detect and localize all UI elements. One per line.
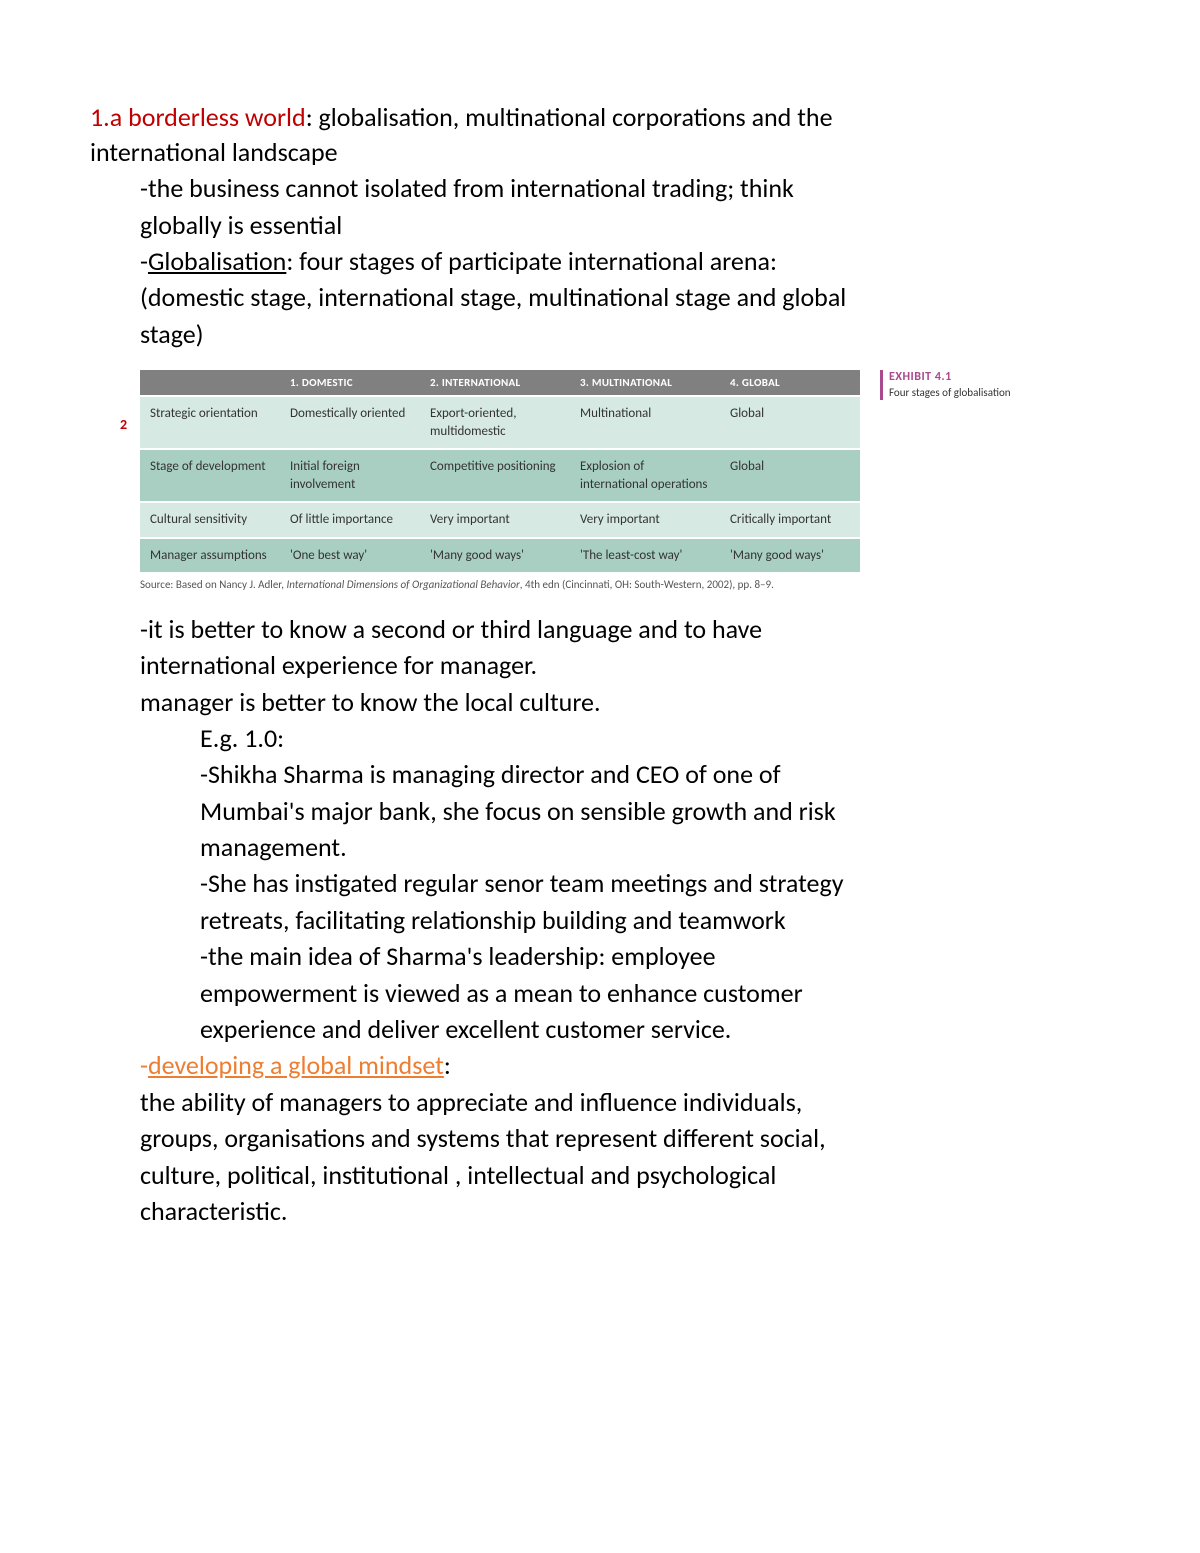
table-cell: Global bbox=[720, 396, 860, 449]
table-cell: Very important bbox=[570, 502, 720, 538]
table-cell: Manager assumptions bbox=[140, 538, 280, 573]
source-suffix: , 4th edn (Cincinnati, OH: South-Western… bbox=[520, 578, 774, 591]
intro-line-1: -the business cannot isolated from inter… bbox=[90, 170, 1110, 206]
table-cell: Global bbox=[720, 449, 860, 502]
table-cell: 'Many good ways' bbox=[720, 538, 860, 573]
mindset-dash: - bbox=[140, 1049, 148, 1081]
table-source: Source: Based on Nancy J. Adler, Interna… bbox=[140, 578, 860, 592]
example-line-7: empowerment is viewed as a mean to enhan… bbox=[90, 975, 1110, 1011]
table-cell: Very important bbox=[420, 502, 570, 538]
example-line-6: -the main idea of Sharma's leadership: e… bbox=[90, 938, 1110, 974]
th-international: 2. INTERNATIONAL bbox=[420, 370, 570, 396]
example-line-4: -She has instigated regular senor team m… bbox=[90, 865, 1110, 901]
table-row: Manager assumptions'One best way''Many g… bbox=[140, 538, 860, 573]
red-marker: 2 bbox=[120, 416, 127, 433]
mindset-label: developing a global mindset bbox=[148, 1049, 444, 1081]
table-cell: Stage of development bbox=[140, 449, 280, 502]
table-row: Strategic orientationDomestically orient… bbox=[140, 396, 860, 449]
table-cell: Multinational bbox=[570, 396, 720, 449]
table-exhibit-wrap: 2 1. DOMESTIC 2. INTERNATIONAL 3. MULTIN… bbox=[140, 370, 1110, 572]
example-line-5: retreats, facilitating relationship buil… bbox=[90, 902, 1110, 938]
example-line-1: -Shikha Sharma is managing director and … bbox=[90, 756, 1110, 792]
mindset-line-2: groups, organisations and systems that r… bbox=[90, 1120, 1110, 1156]
table-cell: Explosion of international operations bbox=[570, 449, 720, 502]
globalisation-label: Globalisation bbox=[148, 245, 286, 277]
table-cell: 'Many good ways' bbox=[420, 538, 570, 573]
mindset-line-3: culture, political, institutional , inte… bbox=[90, 1157, 1110, 1193]
mindset-line-4: characteristic. bbox=[90, 1193, 1110, 1229]
heading-rest-1: : globalisation, multinational corporati… bbox=[306, 101, 833, 133]
exhibit-sub: Four stages of globalisation bbox=[889, 386, 1011, 400]
intro-line-3: -Globalisation: four stages of participa… bbox=[90, 243, 1110, 279]
body-p1a: -it is better to know a second or third … bbox=[90, 611, 1110, 647]
heading-line-1: 1.a borderless world: globalisation, mul… bbox=[90, 100, 1110, 135]
body-p1c: manager is better to know the local cult… bbox=[90, 684, 1110, 720]
mindset-colon: : bbox=[444, 1049, 451, 1081]
example-label: E.g. 1.0: bbox=[90, 720, 1110, 756]
table-header-row: 1. DOMESTIC 2. INTERNATIONAL 3. MULTINAT… bbox=[140, 370, 860, 396]
body-p1b: international experience for manager. bbox=[90, 647, 1110, 683]
exhibit-box: EXHIBIT 4.1 Four stages of globalisation bbox=[880, 370, 1011, 400]
intro-line-4: (domestic stage, international stage, mu… bbox=[90, 279, 1110, 315]
intro-line-5: stage) bbox=[90, 316, 1110, 352]
heading-red: 1.a borderless world bbox=[90, 101, 306, 133]
heading-line-2: international landscape bbox=[90, 135, 1110, 170]
table-cell: Strategic orientation bbox=[140, 396, 280, 449]
example-line-3: management. bbox=[90, 829, 1110, 865]
table-cell: 'The least-cost way' bbox=[570, 538, 720, 573]
example-line-2: Mumbai's major bank, she focus on sensib… bbox=[90, 793, 1110, 829]
intro-line-2: globally is essential bbox=[90, 207, 1110, 243]
table-cell: Critically important bbox=[720, 502, 860, 538]
th-domestic: 1. DOMESTIC bbox=[280, 370, 420, 396]
table-cell: Initial foreign involvement bbox=[280, 449, 420, 502]
th-global: 4. GLOBAL bbox=[720, 370, 860, 396]
table-cell: Cultural sensitivity bbox=[140, 502, 280, 538]
table-cell: 'One best way' bbox=[280, 538, 420, 573]
th-multinational: 3. MULTINATIONAL bbox=[570, 370, 720, 396]
th-blank bbox=[140, 370, 280, 396]
example-line-8: experience and deliver excellent custome… bbox=[90, 1011, 1110, 1047]
table-cell: Competitive positioning bbox=[420, 449, 570, 502]
globalisation-rest: : four stages of participate internation… bbox=[286, 245, 777, 277]
table-cell: Export-oriented, multidomestic bbox=[420, 396, 570, 449]
table-row: Stage of developmentInitial foreign invo… bbox=[140, 449, 860, 502]
table-cell: Of little importance bbox=[280, 502, 420, 538]
mindset-heading: -developing a global mindset: bbox=[90, 1047, 1110, 1083]
source-italic: International Dimensions of Organization… bbox=[286, 578, 519, 591]
table-cell: Domestically oriented bbox=[280, 396, 420, 449]
stages-table: 1. DOMESTIC 2. INTERNATIONAL 3. MULTINAT… bbox=[140, 370, 860, 572]
table-row: Cultural sensitivityOf little importance… bbox=[140, 502, 860, 538]
mindset-line-1: the ability of managers to appreciate an… bbox=[90, 1084, 1110, 1120]
source-prefix: Source: Based on Nancy J. Adler, bbox=[140, 578, 286, 591]
exhibit-title: EXHIBIT 4.1 bbox=[889, 370, 1011, 386]
